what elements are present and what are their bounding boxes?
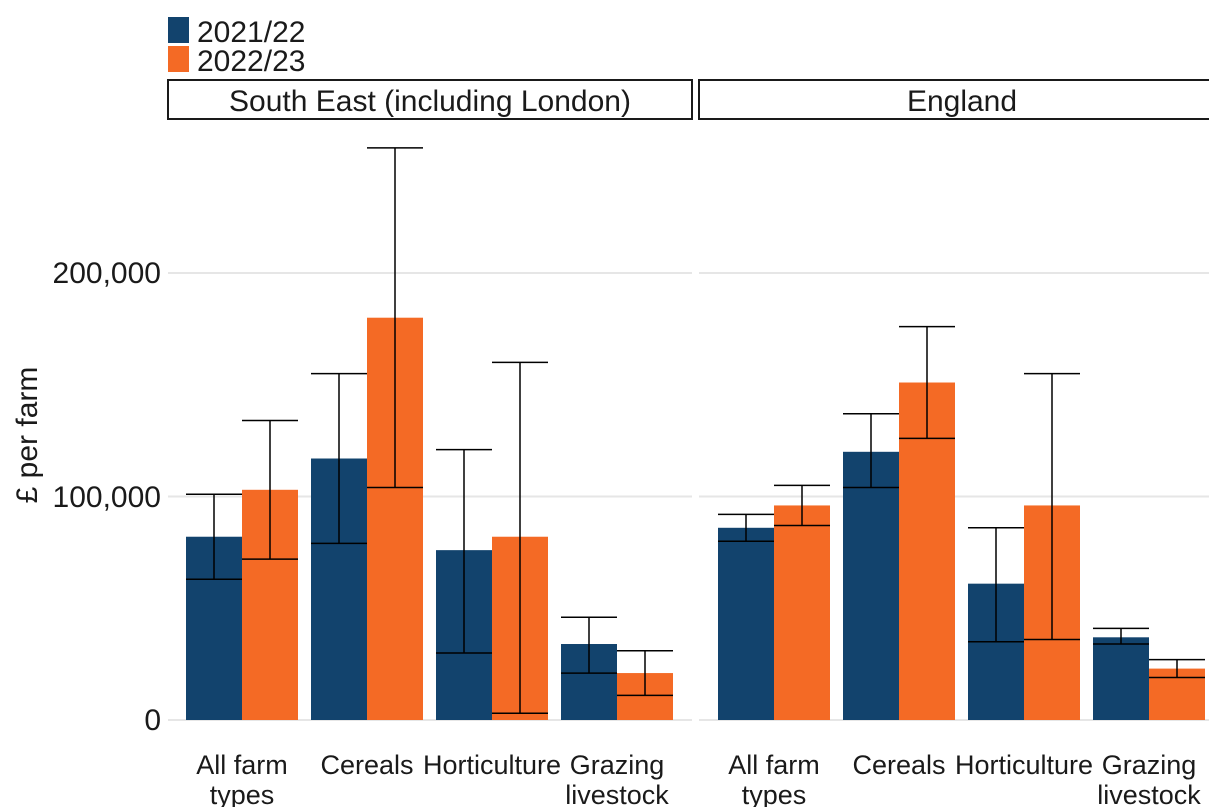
bar	[1093, 637, 1149, 720]
y-tick-label: 0	[144, 704, 161, 737]
panel-strip	[167, 79, 693, 120]
x-tick-label: Grazing livestock	[565, 750, 669, 807]
x-axis-labels: All farm types Cereals Horticulture Grazing l…	[728, 750, 1201, 807]
x-tick-label: Horticulture	[423, 750, 561, 780]
bar	[774, 505, 830, 720]
x-tick-label: Cereals	[320, 750, 413, 780]
y-axis-label: £ per farm	[11, 367, 44, 504]
x-tick-label: Cereals	[852, 750, 945, 780]
x-axis-labels: All farm types Cereals Horticulture Grazing l…	[196, 750, 669, 807]
x-tick-label: All farm types	[728, 750, 820, 807]
legend-swatch-2022-23	[168, 46, 189, 72]
x-tick-label: Horticulture	[955, 750, 1093, 780]
y-tick-label: 200,000	[53, 257, 161, 290]
bar	[718, 527, 774, 720]
y-tick-label: 100,000	[53, 481, 161, 514]
panel-south-east: South East (including London) All farm ty…	[167, 79, 693, 807]
panel-title: South East (including London)	[229, 85, 631, 118]
bar	[843, 451, 899, 720]
legend: 2021/22 2022/23	[168, 16, 305, 78]
bars	[718, 382, 1205, 720]
panel-strip	[698, 79, 1209, 120]
legend-label-2021-22: 2021/22	[197, 16, 305, 49]
legend-swatch-2021-22	[168, 17, 189, 43]
panel-title: England	[907, 85, 1017, 118]
error-bars	[186, 147, 673, 715]
error-bars	[718, 325, 1205, 679]
bars	[186, 317, 673, 720]
y-axis-ticks: 0 100,000 200,000	[53, 257, 161, 737]
x-tick-label: Grazing livestock	[1097, 750, 1201, 807]
panel-england: England All farm types Cereals Horticulture…	[698, 79, 1209, 807]
legend-label-2022-23: 2022/23	[197, 45, 305, 78]
x-tick-label: All farm types	[196, 750, 288, 807]
